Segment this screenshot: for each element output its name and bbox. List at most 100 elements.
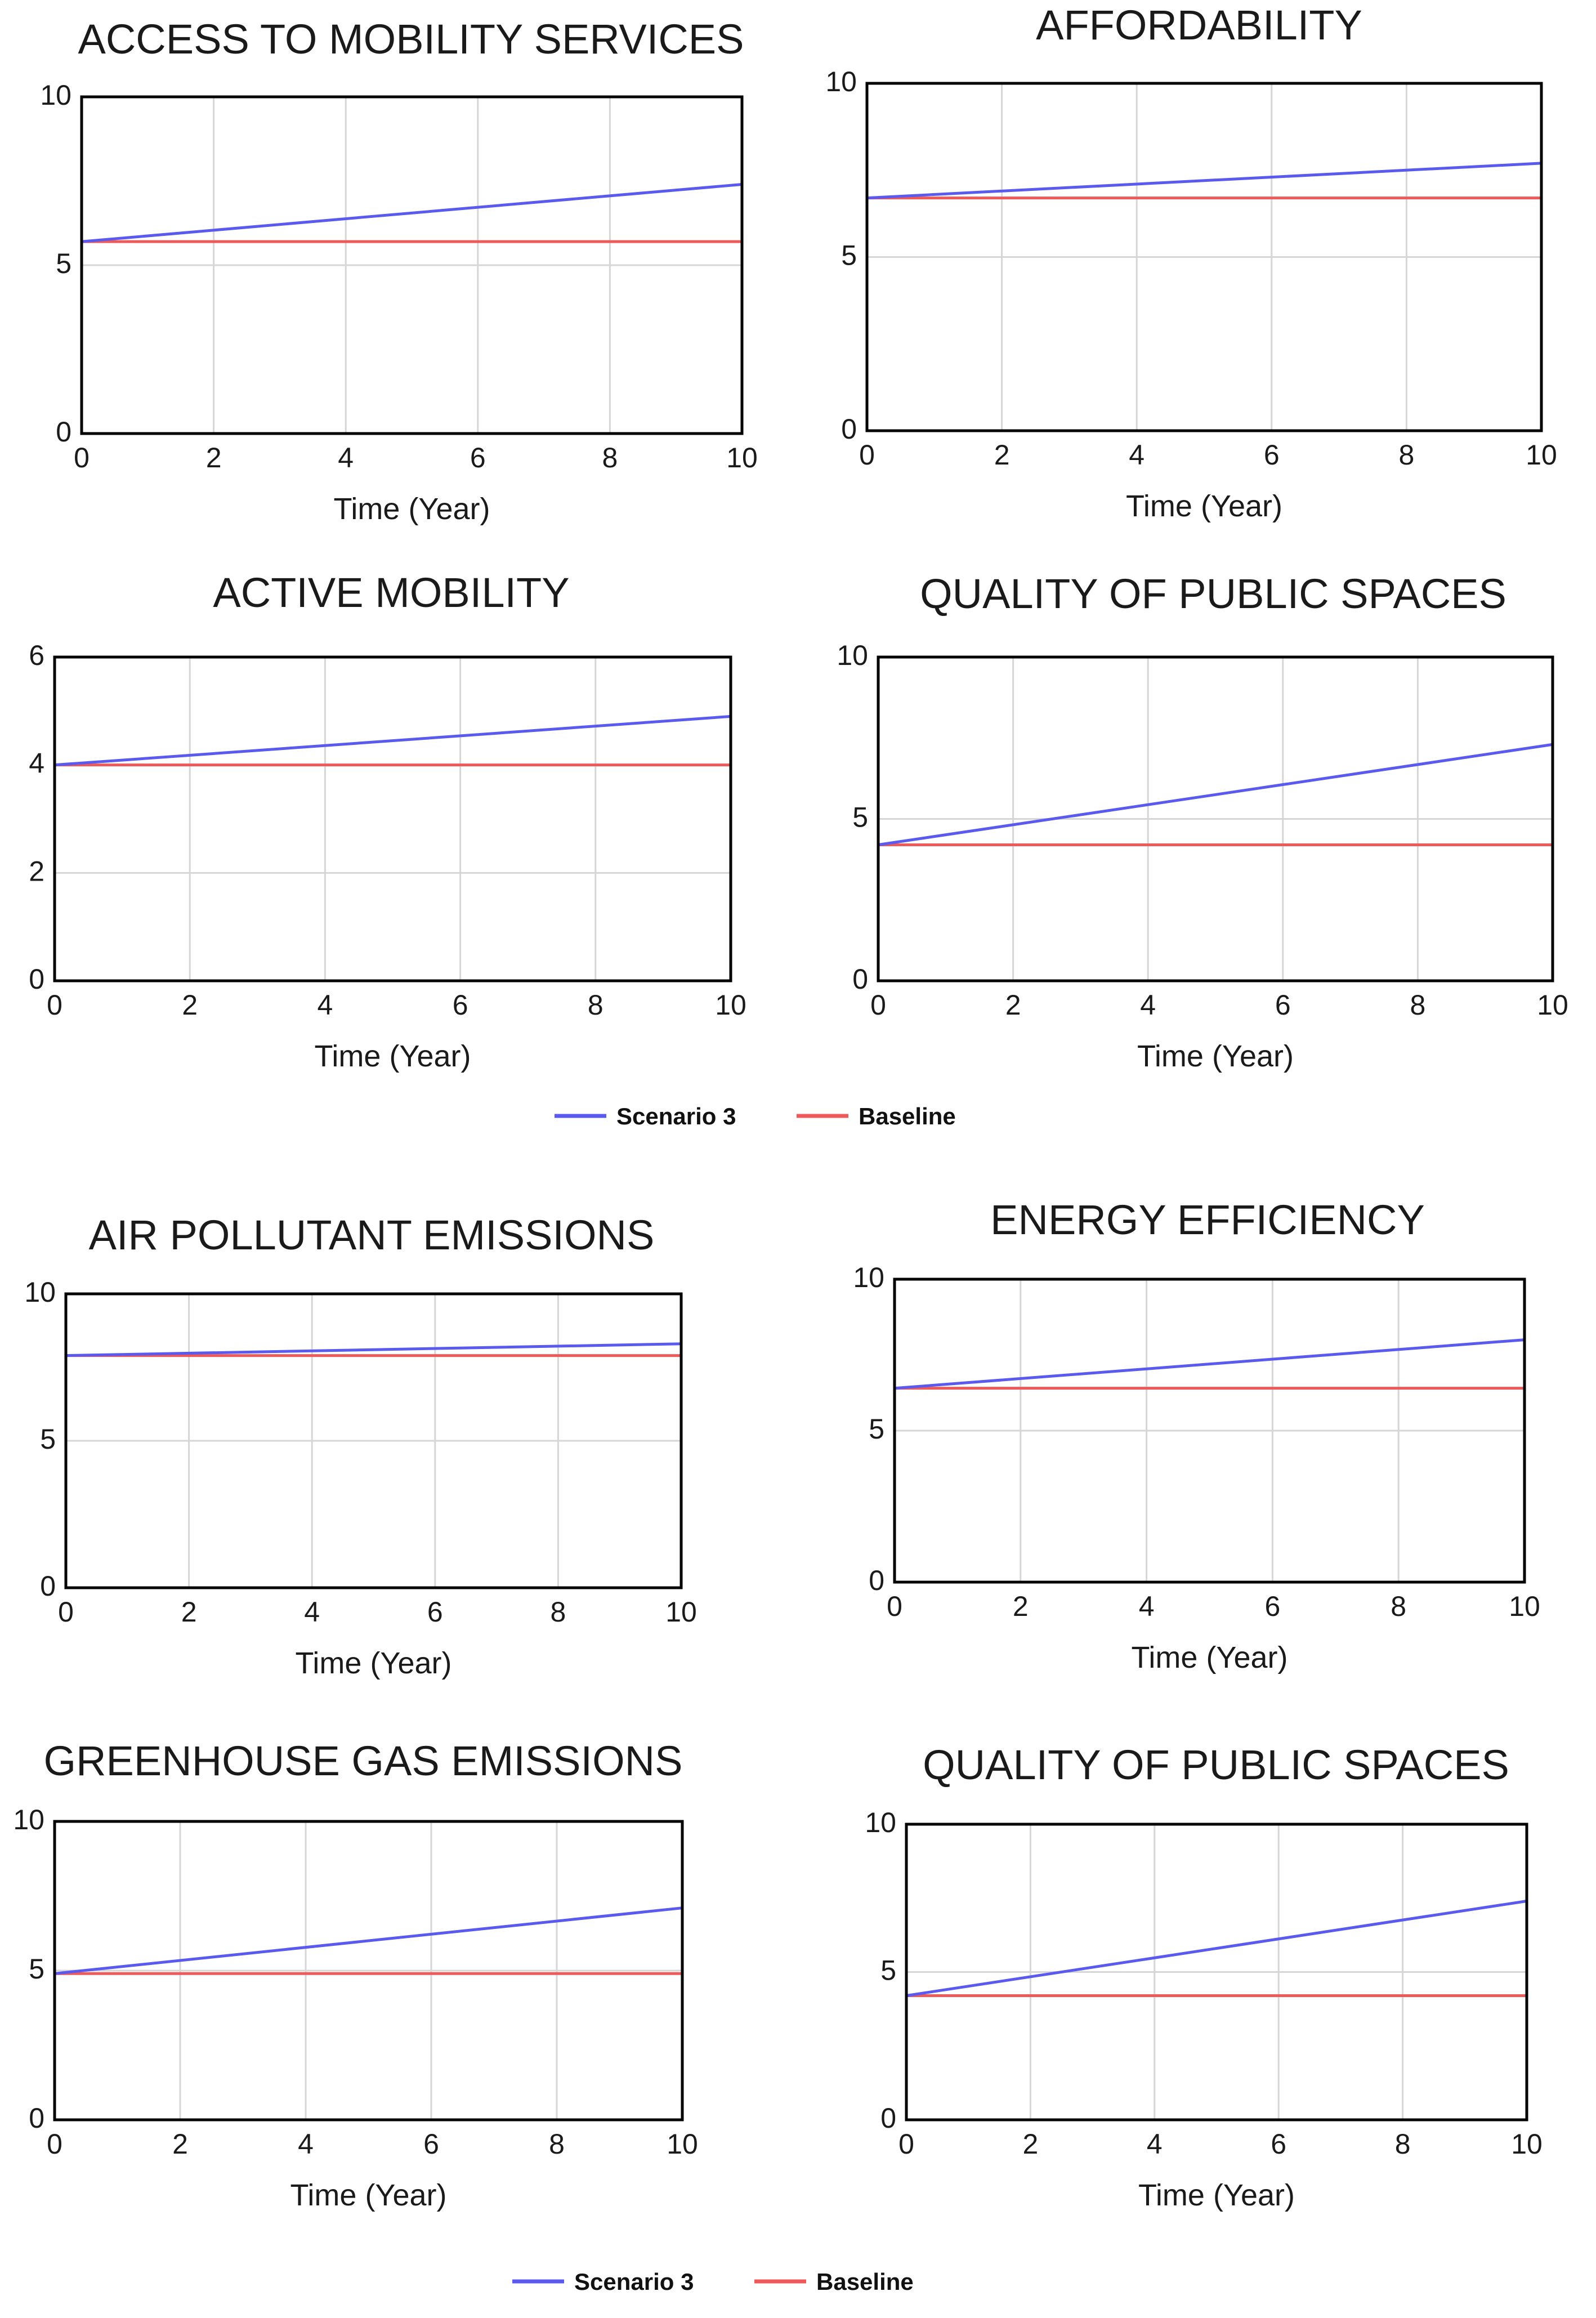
x-tick-label: 2 (206, 442, 222, 474)
chart-panel-3: ACTIVE MOBILITY 0 2 4 6 8 10 0 2 4 6 Time (Year) (29, 569, 746, 1073)
x-tick-label: 10 (726, 442, 758, 474)
chart-panel-5: AIR POLLUTANT EMISSIONS 0 2 4 6 8 10 0 5 10 Time (… (24, 1212, 696, 1680)
x-tick-label: 10 (667, 2128, 698, 2160)
y-tick-label: 10 (825, 66, 857, 97)
x-tick-label: 6 (1275, 989, 1291, 1021)
x-axis-label: Time (Year) (290, 2178, 446, 2212)
x-tick-label: 4 (1139, 1591, 1155, 1622)
series-line-scenario-3 (906, 1900, 1527, 1997)
x-tick-label: 0 (887, 1591, 902, 1622)
x-tick-label: 6 (1264, 439, 1280, 471)
y-tick-label: 5 (40, 1423, 56, 1455)
chart-panel-4: QUALITY OF PUBLIC SPACES 0 2 4 6 8 10 0 5 10 Time … (837, 570, 1568, 1073)
x-tick-label: 4 (298, 2128, 314, 2160)
legend-label-scenario: Scenario 3 (616, 1103, 736, 1129)
x-tick-label: 6 (427, 1596, 443, 1628)
plot-frame (80, 95, 744, 435)
legend-label-baseline: Baseline (816, 2268, 914, 2295)
y-tick-label: 5 (869, 1413, 884, 1445)
x-tick-label: 0 (870, 989, 886, 1021)
series-line-scenario-3 (54, 714, 731, 767)
y-tick-label: 10 (24, 1276, 56, 1308)
x-tick-label: 6 (453, 989, 468, 1021)
chart-panel-6: ENERGY EFFICIENCY 0 2 4 6 8 10 0 5 10 Time (Year) (853, 1196, 1540, 1674)
series-line-scenario-3 (866, 162, 1542, 200)
plot-frame (877, 655, 1554, 982)
x-tick-label: 0 (74, 442, 90, 474)
chart-panel-8: QUALITY OF PUBLIC SPACES 0 2 4 6 8 10 0 5 10 Time … (865, 1741, 1542, 2212)
x-tick-label: 4 (338, 442, 354, 474)
x-tick-label: 10 (1509, 1591, 1540, 1622)
y-tick-label: 2 (29, 855, 44, 887)
series-line-scenario-3 (894, 1338, 1525, 1390)
y-tick-label: 10 (853, 1262, 884, 1293)
chart-title: ACTIVE MOBILITY (213, 569, 569, 616)
y-tick-label: 0 (880, 2102, 896, 2134)
x-tick-label: 10 (1537, 989, 1568, 1021)
chart-title: ENERGY EFFICIENCY (990, 1196, 1425, 1243)
plot-frame (53, 1820, 684, 2122)
y-tick-label: 0 (56, 416, 71, 448)
x-tick-label: 2 (181, 1596, 197, 1628)
y-tick-label: 10 (837, 640, 868, 671)
x-tick-label: 4 (304, 1596, 320, 1628)
y-tick-label: 4 (29, 748, 44, 779)
y-tick-label: 5 (852, 802, 868, 833)
x-tick-label: 8 (550, 1596, 566, 1628)
x-tick-label: 8 (1391, 1591, 1406, 1622)
x-axis-label: Time (Year) (1137, 1039, 1294, 1073)
chart-panel-2: AFFORDABILITY 0 2 4 6 8 10 0 5 10 Time (Year) (825, 2, 1557, 523)
plot-frame (893, 1278, 1526, 1584)
x-tick-label: 10 (715, 989, 746, 1021)
x-axis-label: Time (Year) (1131, 1641, 1287, 1674)
chart-title: ACCESS TO MOBILITY SERVICES (78, 16, 744, 62)
x-tick-label: 0 (47, 2128, 62, 2160)
x-tick-label: 2 (1022, 2128, 1038, 2160)
x-tick-label: 4 (1140, 989, 1156, 1021)
x-tick-label: 10 (1511, 2128, 1543, 2160)
legend-label-baseline: Baseline (859, 1103, 956, 1129)
series-line-scenario-3 (54, 1906, 683, 1975)
x-tick-label: 4 (1129, 439, 1145, 471)
x-tick-label: 2 (1005, 989, 1021, 1021)
series-line-scenario-3 (81, 182, 743, 243)
plot-frame (64, 1292, 683, 1589)
x-tick-label: 4 (1147, 2128, 1163, 2160)
x-tick-label: 6 (1271, 2128, 1286, 2160)
x-tick-label: 2 (994, 439, 1010, 471)
y-tick-label: 10 (40, 79, 71, 111)
x-tick-label: 4 (317, 989, 333, 1021)
y-tick-label: 5 (29, 1953, 44, 1985)
x-tick-label: 0 (859, 439, 875, 471)
plot-frame (865, 82, 1543, 432)
y-tick-label: 0 (29, 2102, 44, 2134)
y-tick-label: 5 (56, 248, 71, 279)
x-tick-label: 8 (588, 989, 603, 1021)
y-tick-label: 0 (869, 1565, 884, 1596)
x-tick-label: 2 (1013, 1591, 1029, 1622)
chart-title: AIR POLLUTANT EMISSIONS (89, 1212, 655, 1258)
plot-frame (53, 655, 732, 982)
x-tick-label: 0 (47, 989, 62, 1021)
legend-2: Scenario 3 Baseline (512, 2268, 914, 2295)
x-tick-label: 10 (1526, 439, 1557, 471)
chart-panel-7: GREENHOUSE GAS EMISSIONS 0 2 4 6 8 10 0 5 10 Time … (13, 1738, 698, 2212)
x-tick-label: 6 (423, 2128, 439, 2160)
chart-title: QUALITY OF PUBLIC SPACES (920, 570, 1506, 617)
y-tick-label: 0 (852, 963, 868, 995)
x-axis-label: Time (Year) (1138, 2178, 1295, 2212)
x-tick-label: 8 (1410, 989, 1425, 1021)
chart-title: QUALITY OF PUBLIC SPACES (923, 1741, 1509, 1788)
x-axis-label: Time (Year) (1126, 489, 1282, 523)
y-tick-label: 10 (13, 1804, 44, 1835)
x-tick-label: 2 (182, 989, 198, 1021)
y-tick-label: 0 (40, 1570, 56, 1602)
x-axis-label: Time (Year) (295, 1646, 451, 1680)
x-tick-label: 8 (1395, 2128, 1411, 2160)
x-tick-label: 10 (665, 1596, 697, 1628)
plot-frame (905, 1823, 1528, 2122)
chart-title: GREENHOUSE GAS EMISSIONS (44, 1738, 683, 1784)
legend-1: Scenario 3 Baseline (555, 1103, 956, 1129)
x-tick-label: 0 (58, 1596, 74, 1628)
